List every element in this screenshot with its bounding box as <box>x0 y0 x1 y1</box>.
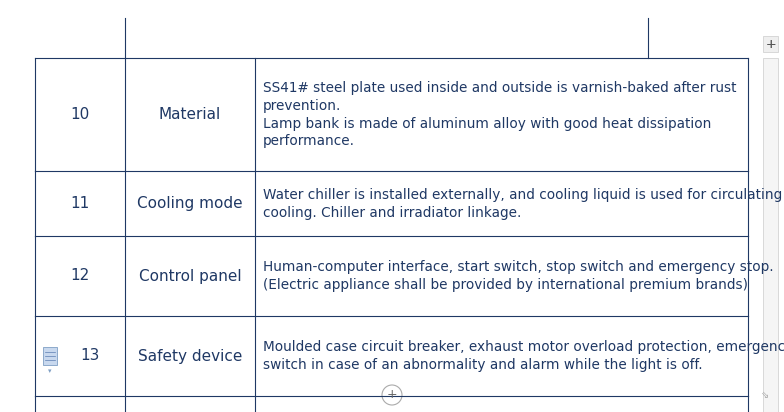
Text: 11: 11 <box>71 196 89 211</box>
Text: 12: 12 <box>71 269 89 283</box>
Text: Moulded case circuit breaker, exhaust motor overload protection, emergency: Moulded case circuit breaker, exhaust mo… <box>263 340 784 354</box>
Text: Human-computer interface, start switch, stop switch and emergency stop.: Human-computer interface, start switch, … <box>263 260 774 274</box>
Bar <box>763 36 778 52</box>
Text: Lamp bank is made of aluminum alloy with good heat dissipation: Lamp bank is made of aluminum alloy with… <box>263 117 711 131</box>
Text: performance.: performance. <box>263 134 355 148</box>
Text: 13: 13 <box>80 349 100 363</box>
Text: 10: 10 <box>71 107 89 122</box>
Text: (Electric appliance shall be provided by international premium brands): (Electric appliance shall be provided by… <box>263 278 748 292</box>
Text: Material: Material <box>159 107 221 122</box>
Text: Control panel: Control panel <box>139 269 241 283</box>
Text: Water chiller is installed externally, and cooling liquid is used for circulatin: Water chiller is installed externally, a… <box>263 187 782 201</box>
Text: switch in case of an abnormality and alarm while the light is off.: switch in case of an abnormality and ala… <box>263 358 702 372</box>
Text: prevention.: prevention. <box>263 98 341 112</box>
Text: Cooling mode: Cooling mode <box>137 196 243 211</box>
Text: +: + <box>765 37 776 51</box>
Text: +: + <box>765 37 776 51</box>
Text: ⇘: ⇘ <box>760 390 768 400</box>
Text: Safety device: Safety device <box>138 349 242 363</box>
Text: cooling. Chiller and irradiator linkage.: cooling. Chiller and irradiator linkage. <box>263 206 521 220</box>
Bar <box>763 58 778 412</box>
Text: SS41# steel plate used inside and outside is varnish-baked after rust: SS41# steel plate used inside and outsid… <box>263 80 736 94</box>
Bar <box>43 347 57 365</box>
Text: ▾: ▾ <box>49 368 52 374</box>
Text: +: + <box>387 389 397 402</box>
